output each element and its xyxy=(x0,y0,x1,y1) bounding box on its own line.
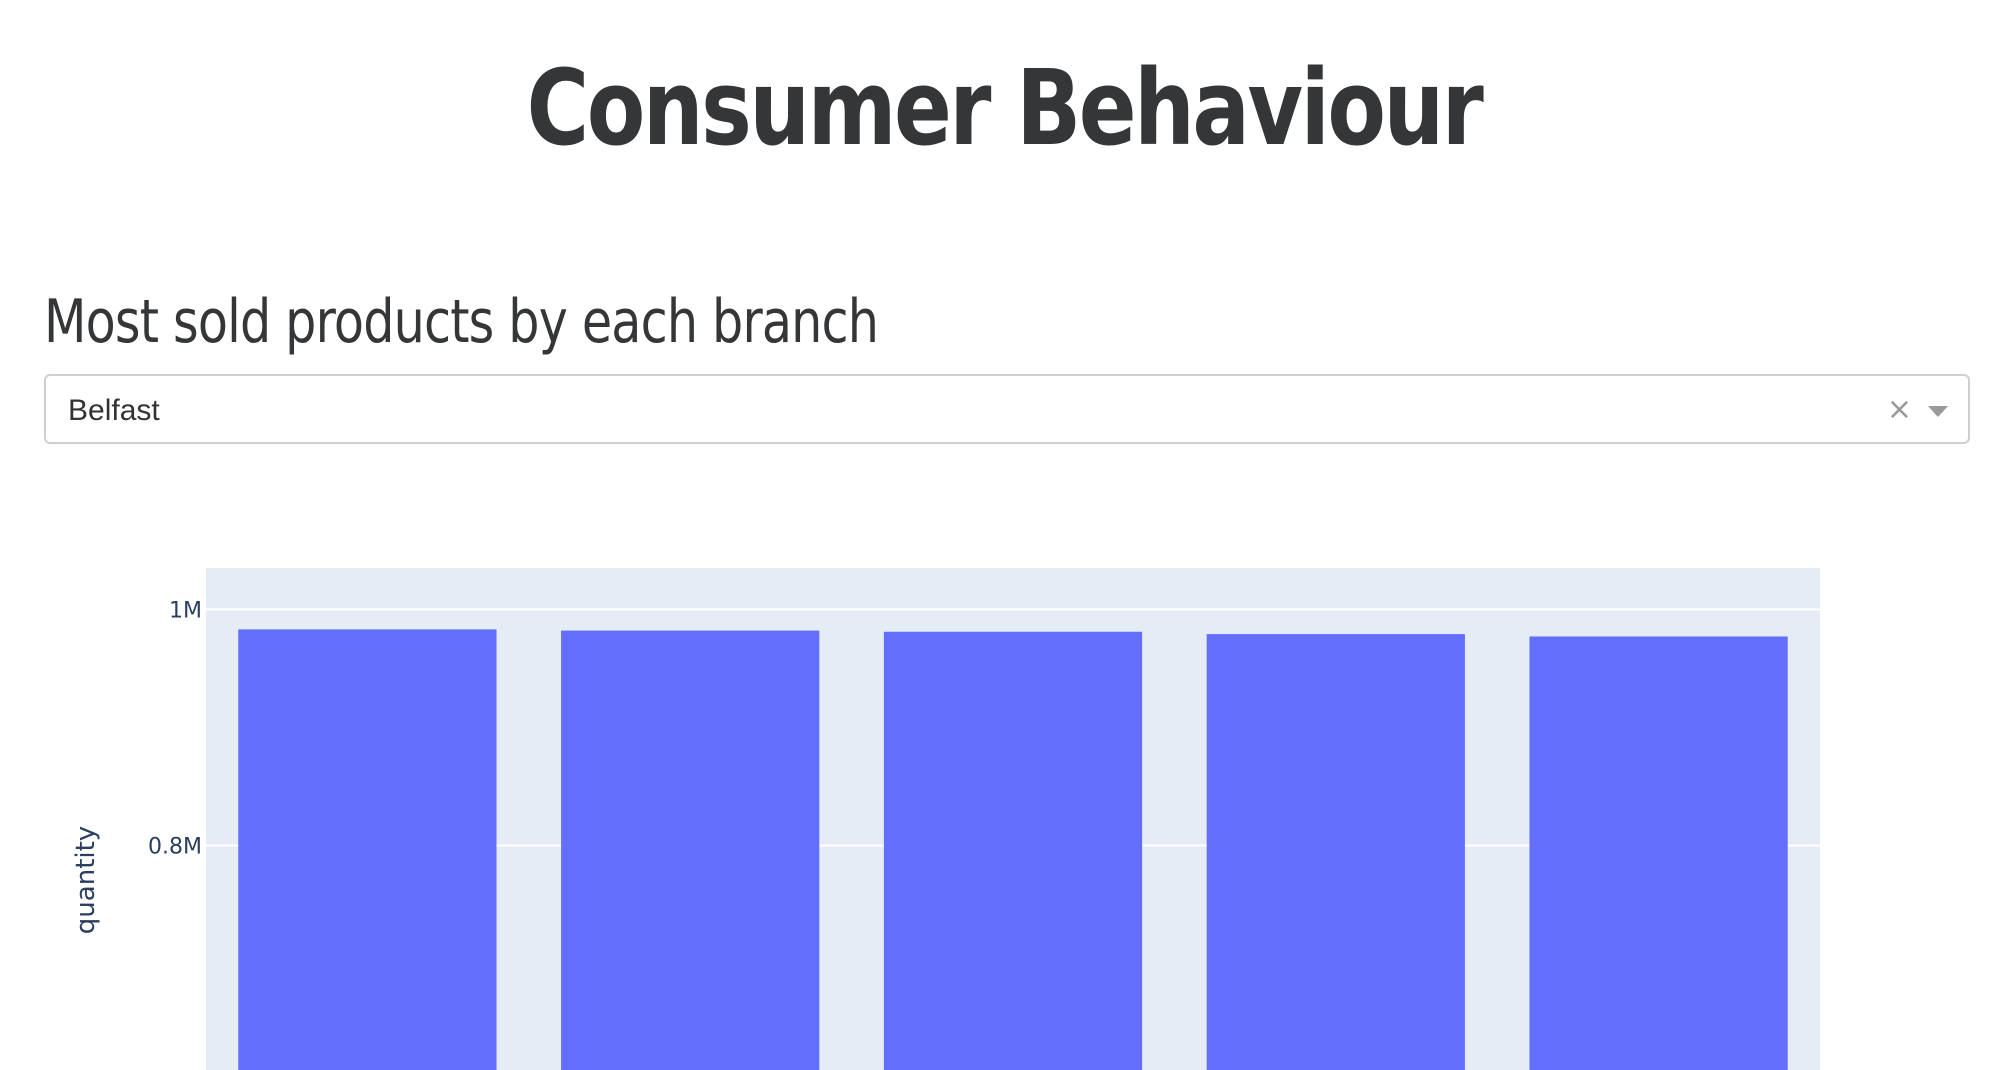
bar[interactable] xyxy=(883,631,1143,1070)
y-axis-title: quantity xyxy=(71,826,101,934)
clear-icon[interactable]: × xyxy=(1886,392,1912,427)
bar[interactable] xyxy=(238,629,497,1070)
bar-chart-svg: 1M0.8M0.6M0.4M0.2M quantity xyxy=(71,568,1820,1070)
section-title: Most sold products by each branch xyxy=(44,287,879,357)
bar-chart: 1M0.8M0.6M0.4M0.2M quantity xyxy=(0,540,2008,1070)
bar[interactable] xyxy=(1206,634,1465,1070)
y-tick-label: 1M xyxy=(169,598,202,623)
y-tick-label: 0.8M xyxy=(148,834,202,859)
y-tick-labels: 1M0.8M0.6M0.4M0.2M xyxy=(148,598,202,859)
bar[interactable] xyxy=(1529,636,1788,1070)
chevron-down-icon[interactable] xyxy=(1928,406,1948,417)
bars xyxy=(238,629,1788,1070)
branch-dropdown[interactable]: Belfast × xyxy=(44,374,1970,444)
page-title: Consumer Behaviour xyxy=(526,47,1484,169)
bar[interactable] xyxy=(561,630,820,1070)
dropdown-selected-value: Belfast xyxy=(68,394,160,427)
